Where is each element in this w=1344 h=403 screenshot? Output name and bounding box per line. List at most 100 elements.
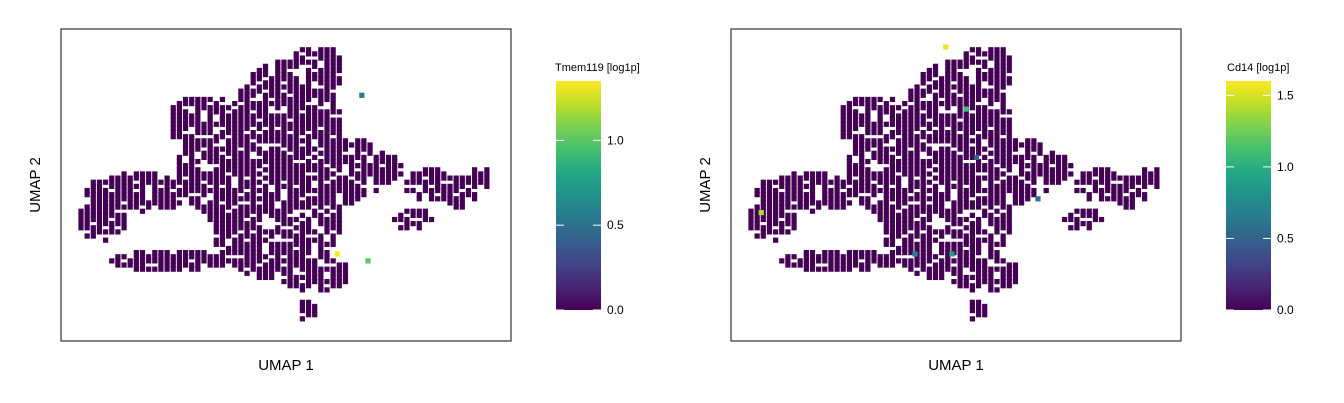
cell-point [754,233,760,239]
cell-point [975,312,982,318]
cell-point [975,134,982,140]
cell-point [133,258,139,264]
cell-point [305,47,312,53]
cell-point [791,262,797,268]
cell-point [373,154,379,160]
cell-point [932,96,939,103]
cell-point [951,121,957,127]
cell-point [975,92,982,98]
cell-point [896,221,902,227]
cell-point [963,88,969,94]
cell-point [238,138,244,144]
cell-point [982,134,988,140]
cell-point [226,187,232,194]
cell-point [1055,154,1062,160]
cell-point [1111,175,1117,181]
cell-point [256,163,262,169]
cell-point [103,221,109,227]
cell-point [139,266,146,272]
cell-point [785,216,791,223]
cell-point [988,167,994,173]
cell-point [822,175,828,181]
cell-point [975,266,982,272]
cell-point [883,192,889,198]
cell-point [932,84,939,90]
cell-point [865,258,871,264]
cell-point [951,129,957,136]
cell-point [957,241,963,247]
cell-point [871,171,877,177]
cell-point [982,229,988,235]
cell-point [859,142,865,148]
cell-point [785,179,791,185]
cell-point [902,196,908,202]
cell-point [269,229,275,235]
cell-point [201,183,207,189]
cell-point [963,237,969,243]
cell-point [908,171,914,177]
cell-point [883,138,889,144]
cell-point [213,138,219,144]
cell-point [846,266,852,272]
cell-point [754,187,760,194]
cell-point [994,117,1000,123]
cell-point [484,183,490,189]
cell-point [951,158,957,165]
cell-point [324,254,330,260]
colorbar-tick-label: 0.5 [1277,231,1294,245]
cell-point [1031,179,1037,185]
cell-point [1031,142,1037,148]
cell-point [779,200,785,206]
cell-point [269,138,275,144]
cell-point [914,125,920,132]
cell-point [982,279,988,285]
cell-point [244,241,250,247]
cell-point [1080,179,1086,185]
cell-point [1025,175,1031,181]
cell-point [994,266,1000,272]
cell-point [262,150,269,156]
cell-point [1006,221,1012,227]
cell-point [1006,63,1012,69]
cell-point [969,241,975,247]
cell-point [299,175,305,181]
cell-point [822,258,828,264]
cell-point [232,100,238,107]
cell-point [957,245,963,252]
cell-point [896,192,902,198]
cell-point [164,196,170,202]
cell-point [244,109,250,115]
cell-point [299,233,305,239]
cell-point [883,216,889,223]
cell-point [809,262,816,268]
cell-point [250,245,256,252]
cell-point [170,179,176,185]
cell-point [988,250,994,256]
cell-point [447,183,453,189]
cell-point [1043,175,1049,181]
cell-point [797,262,803,268]
cell-point [920,105,926,111]
cell-point [318,216,324,223]
cell-point [287,134,293,140]
cell-point [250,250,256,256]
cell-point [127,187,133,194]
cell-point [336,183,342,189]
cell-point [920,200,926,206]
cell-point [250,175,256,181]
cell-point [1012,262,1019,268]
cell-point [250,88,256,94]
cell-point [269,76,275,82]
expressing-cell-point [334,251,340,257]
cell-point [453,187,459,194]
cell-point [975,187,982,194]
cell-point [963,51,969,57]
cell-point [318,175,324,181]
cell-point [219,187,226,194]
cell-point [484,179,490,185]
cell-point [969,179,975,185]
cell-point [889,105,896,111]
cell-point [176,262,182,268]
cell-point [318,183,324,189]
cell-point [859,113,865,119]
